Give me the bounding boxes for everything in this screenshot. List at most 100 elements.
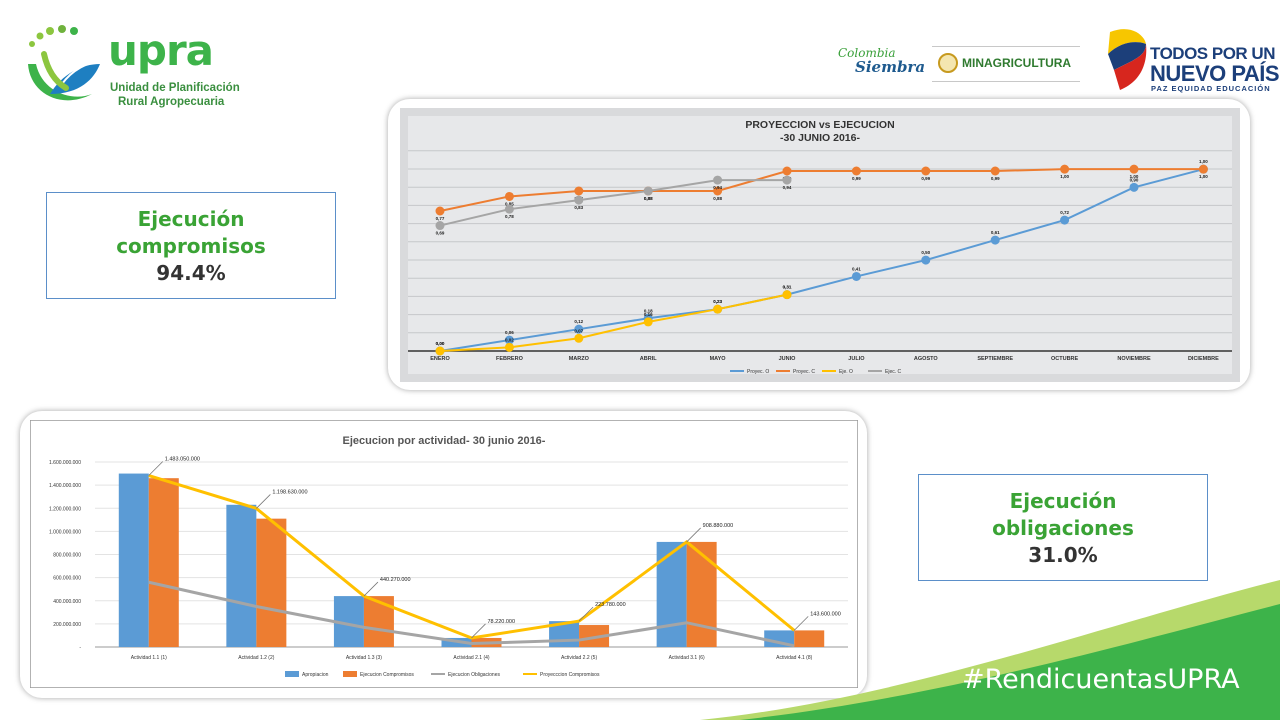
minagricultura-label: MINAGRICULTURA <box>962 56 1072 70</box>
chart1-point <box>504 204 514 214</box>
chart2-data-label-leader <box>148 461 164 476</box>
chart1-x-tick-label: ABRIL <box>640 356 657 362</box>
chart2-data-label-leader <box>363 581 379 597</box>
stat-compromisos-value: 94.4% <box>156 261 226 285</box>
chart2-data-label: 1.198.630.000 <box>272 489 307 495</box>
chart2-bar-1 <box>363 596 394 647</box>
chart1-data-label: 0,61 <box>991 230 1000 235</box>
stat-obligaciones-label1: Ejecución <box>1009 489 1117 513</box>
chart1-point <box>851 166 861 176</box>
chart1-data-label: 0,23 <box>713 299 722 304</box>
chart1-point <box>574 186 584 196</box>
upra-logo-subtitle-1: Unidad de Planificación <box>110 82 240 94</box>
chart1-x-tick-label: MARZO <box>569 356 590 362</box>
chart1-data-label: 1,00 <box>1199 159 1208 164</box>
chart1-point <box>921 166 931 176</box>
chart1-point <box>713 186 723 196</box>
chart1-series-line-1 <box>439 168 1204 212</box>
chart1-point <box>435 346 445 356</box>
chart1-point <box>782 166 792 176</box>
chart1-point <box>574 324 584 334</box>
stat-obligaciones-value: 31.0% <box>1028 543 1098 567</box>
chart2-data-label-leader <box>793 616 809 631</box>
chart2-x-tick-label: Actividad 1.2 (2) <box>238 655 274 661</box>
chart1-x-tick-label: DICIEMBRE <box>1188 356 1219 362</box>
upra-logo-subtitle-2: Rural Agropecuaria <box>118 96 225 108</box>
chart1-data-label: 1,00 <box>1199 174 1208 179</box>
chart1-point <box>504 342 514 352</box>
chart2-x-tick-label: Actividad 1.3 (3) <box>346 655 382 661</box>
stat-compromisos-label1: Ejecución <box>137 207 245 231</box>
chart2-y-tick-label: 400.000.000 <box>53 599 81 605</box>
chart1-data-label: 0,99 <box>991 176 1000 181</box>
chart2-x-tick-label: Actividad 2.1 (4) <box>453 655 489 661</box>
chart1-x-tick-label: SEPTIEMBRE <box>977 356 1013 362</box>
minagricultura-logo <box>932 46 1080 82</box>
chart2-data-label: 908.880.000 <box>703 523 734 529</box>
upra-logo-wordmark: upra <box>108 26 214 75</box>
gov-slogan-line2: NUEVO PAÍS <box>1150 61 1280 86</box>
chart1-data-label: 0,02 <box>505 337 514 342</box>
chart1-plot-background <box>408 116 1232 374</box>
upra-logo-icon <box>28 25 103 101</box>
chart-ejecucion-por-actividad: Ejecucion por actividad- 30 junio 2016- 1… <box>30 420 858 688</box>
chart2-bar-1 <box>148 478 179 647</box>
chart2-x-tick-label: Actividad 3.1 (6) <box>669 655 705 661</box>
chart2-data-label: 143.600.000 <box>810 611 841 617</box>
chart1-data-label: 0,50 <box>921 250 930 255</box>
gov-slogan-line1: TODOS POR UN <box>1150 44 1275 63</box>
chart1-legend-label-3: Ejec. C <box>885 369 902 375</box>
chart2-y-tick-label: 200.000.000 <box>53 622 81 628</box>
chart1-data-label: 0,06 <box>505 330 514 335</box>
chart2-bar-0 <box>656 541 687 647</box>
chart1-data-label: 0,88 <box>644 196 653 201</box>
colombia-siembra-logo-line1: Colombia <box>838 46 896 60</box>
chart1-point <box>643 186 653 196</box>
chart1-data-label: 0,83 <box>574 205 583 210</box>
chart2-x-tick-label: Actividad 4.1 (8) <box>776 655 812 661</box>
chart1-x-tick-label: ENERO <box>430 356 450 362</box>
chart2-legend-label-0: Apropiacion <box>302 672 329 678</box>
chart1-data-label: 0,16 <box>644 312 653 317</box>
colombia-flag-icon <box>1108 29 1147 90</box>
chart1-point <box>713 175 723 185</box>
chart2-legend-swatch-1 <box>343 671 357 677</box>
chart1-data-label: 0,12 <box>574 319 583 324</box>
chart1-data-label: 1,00 <box>1130 174 1139 179</box>
chart1-data-label: 1,00 <box>1060 174 1069 179</box>
chart1-point <box>782 290 792 300</box>
chart1-point <box>643 317 653 327</box>
chart1-data-label: 0,72 <box>1060 210 1069 215</box>
chart1-data-label: 0,00 <box>436 341 445 346</box>
chart1-data-label: 0,69 <box>436 231 445 236</box>
chart2-legend-label-2: Ejecucion Obligaciones <box>448 672 500 678</box>
chart1-point <box>713 304 723 314</box>
footer-hashtag: #RendicuentasUPRA <box>962 664 1240 695</box>
chart1-point <box>504 191 514 201</box>
chart1-point <box>1060 215 1070 225</box>
chart2-x-tick-label: Actividad 2.2 (5) <box>561 655 597 661</box>
stat-compromisos-label2: compromisos <box>116 234 266 258</box>
chart1-legend-label-0: Proyec. O <box>747 369 769 375</box>
chart1-x-tick-label: OCTUBRE <box>1051 356 1079 362</box>
chart2-bar-1 <box>256 518 287 647</box>
chart1-data-label: 0,99 <box>852 176 861 181</box>
chart1-point <box>1060 164 1070 174</box>
chart2-title: Ejecucion por actividad- 30 junio 2016- <box>343 435 546 447</box>
chart1-data-label: 0,07 <box>574 328 583 333</box>
chart1-data-label: 0,31 <box>783 285 792 290</box>
chart1-x-tick-label: JUNIO <box>779 356 797 362</box>
chart2-bar-1 <box>579 625 610 647</box>
chart1-point <box>782 175 792 185</box>
chart1-point <box>574 195 584 205</box>
chart1-point <box>990 235 1000 245</box>
chart2-y-tick-label: 600.000.000 <box>53 576 81 582</box>
chart2-y-tick-label: - <box>79 645 81 651</box>
chart1-legend-label-2: Eje. O <box>839 369 853 375</box>
chart2-legend-label-1: Ejecucion Compromisos <box>360 672 414 678</box>
chart1-data-label: 0,18 <box>644 308 653 313</box>
chart2-y-tick-label: 1.600.000.000 <box>49 460 81 466</box>
chart1-point <box>504 335 514 345</box>
chart2-bar-0 <box>226 504 257 647</box>
chart2-data-label-leader <box>578 606 594 622</box>
